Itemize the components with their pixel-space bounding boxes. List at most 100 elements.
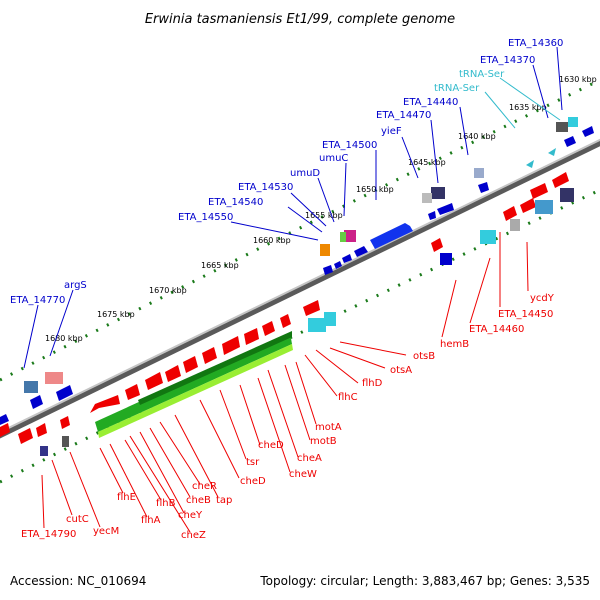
reverse-gene[interactable]: [431, 238, 443, 252]
forward-gene[interactable]: [56, 385, 73, 401]
gene-label[interactable]: otsA: [390, 365, 412, 376]
leader-line: [51, 459, 73, 516]
gene-label[interactable]: cutC: [66, 514, 89, 525]
gene-label[interactable]: yieF: [381, 126, 402, 137]
gene-label[interactable]: ETA_14790: [21, 529, 76, 540]
gene-label[interactable]: tsr: [246, 457, 260, 468]
gene-label[interactable]: ETA_14470: [376, 110, 431, 121]
forward-strand-genes: [0, 126, 594, 425]
reverse-gene[interactable]: [552, 172, 569, 188]
reverse-gene[interactable]: [145, 372, 163, 390]
lower-tick-track: [0, 188, 600, 484]
gene-label[interactable]: ETA_14530: [238, 182, 293, 193]
leader-line: [343, 162, 347, 217]
forward-gene[interactable]: [370, 223, 413, 249]
gene-label[interactable]: ETA_14460: [469, 324, 524, 335]
gene-label[interactable]: cheD: [240, 476, 266, 487]
reverse-gene[interactable]: [36, 423, 47, 437]
reverse-gene[interactable]: [90, 395, 120, 413]
reverse-gene[interactable]: [165, 365, 181, 382]
leader-line: [526, 241, 529, 292]
reverse-gene[interactable]: [520, 198, 536, 213]
reverse-gene[interactable]: [262, 321, 275, 336]
gene-label[interactable]: flhC: [338, 392, 358, 403]
forward-gene[interactable]: [30, 395, 43, 409]
kbp-label: 1670 kbp: [149, 286, 187, 295]
reverse-gene[interactable]: [183, 356, 198, 373]
gene-label[interactable]: otsB: [413, 351, 435, 362]
leader-line: [219, 389, 247, 460]
forward-gene[interactable]: [478, 182, 489, 193]
forward-gene[interactable]: [342, 254, 352, 263]
gene-label[interactable]: cheD: [258, 440, 284, 451]
feature-box: [440, 253, 452, 265]
gene-label[interactable]: ETA_14770: [10, 295, 65, 306]
gene-label[interactable]: flhA: [141, 515, 161, 526]
kbp-label: 1660 kbp: [253, 236, 291, 245]
gene-label[interactable]: ETA_14540: [208, 197, 263, 208]
feature-box: [556, 122, 568, 132]
gene-label[interactable]: cheW: [289, 469, 317, 480]
forward-gene[interactable]: [354, 246, 368, 257]
kbp-label: 1650 kbp: [356, 185, 394, 194]
gene-label[interactable]: ETA_14370: [480, 55, 535, 66]
kbp-label: 1635 kbp: [509, 103, 547, 112]
gene-label[interactable]: cheR: [192, 481, 217, 492]
feature-box: [474, 168, 484, 178]
feature-box: [45, 372, 63, 384]
leader-line: [267, 369, 299, 458]
gene-label[interactable]: yecM: [93, 526, 119, 537]
gene-label[interactable]: cheZ: [181, 530, 206, 541]
trna-feature: [548, 148, 556, 156]
reverse-gene[interactable]: [18, 428, 33, 444]
reverse-gene[interactable]: [280, 314, 291, 328]
reverse-gene[interactable]: [60, 416, 70, 429]
gene-label[interactable]: tRNA-Ser: [459, 69, 505, 80]
forward-gene[interactable]: [428, 211, 436, 220]
gene-label[interactable]: umuD: [290, 168, 320, 179]
gene-label[interactable]: ETA_14440: [403, 97, 458, 108]
gene-label[interactable]: hemB: [440, 339, 469, 350]
gene-label[interactable]: cheA: [297, 453, 322, 464]
forward-gene[interactable]: [437, 203, 454, 215]
reverse-gene[interactable]: [244, 328, 259, 345]
forward-gene[interactable]: [582, 126, 594, 137]
gene-label[interactable]: ETA_14500: [322, 140, 377, 151]
leader-line: [99, 447, 124, 494]
gene-label[interactable]: tRNA-Ser: [434, 83, 480, 94]
gene-label[interactable]: cheB: [186, 495, 211, 506]
forward-gene[interactable]: [334, 261, 342, 269]
accession-text: Accession: NC_010694: [10, 574, 146, 588]
forward-gene[interactable]: [564, 136, 576, 147]
gene-label[interactable]: ETA_14550: [178, 212, 233, 223]
trna-feature: [526, 160, 534, 168]
gene-label[interactable]: ycdY: [530, 293, 555, 304]
gene-label[interactable]: tap: [216, 495, 232, 506]
gene-label[interactable]: motA: [315, 422, 342, 433]
gene-label[interactable]: umuC: [319, 153, 348, 164]
operon-blocks: [95, 188, 574, 438]
reverse-gene[interactable]: [303, 300, 320, 316]
gene-label[interactable]: flhB: [156, 498, 176, 509]
reverse-gene[interactable]: [125, 384, 140, 400]
gene-label[interactable]: argS: [64, 280, 87, 291]
gene-label[interactable]: ETA_14360: [508, 38, 563, 49]
feature-box: [340, 232, 346, 242]
reverse-gene[interactable]: [0, 423, 10, 437]
reverse-gene[interactable]: [503, 206, 517, 221]
gene-label[interactable]: cheY: [178, 510, 203, 521]
gene-label[interactable]: flhE: [117, 492, 136, 503]
genome-backbone: [0, 138, 600, 439]
forward-gene[interactable]: [323, 265, 333, 275]
leader-line: [315, 349, 359, 384]
forward-gene[interactable]: [0, 414, 9, 425]
gene-label[interactable]: flhD: [362, 378, 383, 389]
reverse-gene[interactable]: [530, 183, 548, 199]
gene-label[interactable]: ETA_14450: [498, 309, 553, 320]
reverse-gene[interactable]: [202, 347, 217, 364]
gene-label[interactable]: motB: [310, 436, 337, 447]
leader-line: [499, 77, 561, 121]
leader-line: [23, 304, 39, 369]
reverse-gene[interactable]: [222, 336, 240, 355]
